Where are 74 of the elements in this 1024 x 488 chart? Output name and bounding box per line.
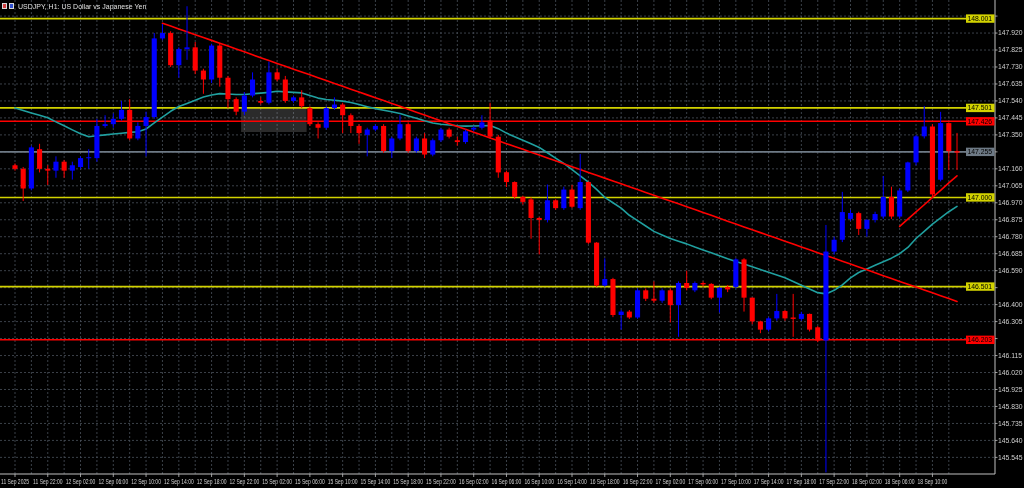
x-tick-label: 15 Sep 14:00 [360, 477, 391, 486]
candlestick [544, 184, 550, 223]
x-tick-label: 12 Sep 22:00 [229, 477, 260, 486]
candlestick [102, 114, 108, 129]
x-tick-label: 16 Sep 10:00 [524, 477, 555, 486]
candlestick [651, 280, 657, 304]
candlestick [536, 216, 542, 255]
x-tick-label: 18 Sep 06:00 [884, 477, 916, 486]
candlestick [20, 166, 26, 202]
candlestick [118, 100, 125, 122]
x-tick-label: 11 Sep 2025 [1, 477, 30, 486]
candlestick [774, 293, 780, 322]
x-tick-label: 17 Sep 18:00 [786, 477, 817, 486]
x-tick-label: 17 Sep 22:00 [819, 477, 850, 486]
candlestick [176, 46, 182, 79]
candlestick [12, 162, 18, 172]
x-tick-label: 15 Sep 10:00 [327, 477, 359, 486]
x-tick-label: 12 Sep 02:00 [65, 477, 96, 486]
candlestick [954, 132, 960, 171]
x-tick-label: 18 Sep 02:00 [852, 477, 883, 486]
candlestick [422, 132, 428, 159]
candlestick [389, 136, 395, 159]
x-tick-label: 17 Sep 06:00 [688, 477, 719, 486]
candlestick [364, 127, 370, 157]
candlestick [667, 288, 673, 323]
candlestick [184, 5, 190, 61]
candlestick [250, 71, 256, 98]
candlestick [200, 68, 206, 95]
candlestick [864, 218, 870, 238]
x-tick-label: 15 Sep 18:00 [393, 477, 424, 486]
x-tick-label: 17 Sep 14:00 [753, 477, 784, 486]
candlestick [569, 184, 575, 209]
candlestick [225, 75, 231, 109]
x-tick-label: 16 Sep 14:00 [557, 477, 588, 486]
candlestick [282, 75, 288, 104]
x-tick-label: 17 Sep 10:00 [720, 477, 752, 486]
candlestick [749, 296, 755, 325]
x-tick-label: 12 Sep 14:00 [163, 477, 195, 486]
candlestick [61, 159, 67, 179]
candlestick [86, 148, 92, 170]
x-tick-label: 17 Sep 02:00 [655, 477, 686, 486]
x-tick-label: 16 Sep 06:00 [491, 477, 522, 486]
candlestick [561, 186, 567, 211]
candlestick [684, 270, 690, 291]
candlestick [53, 155, 59, 179]
candlestick [602, 257, 608, 288]
candlestick [675, 280, 682, 338]
candlestick [528, 196, 534, 240]
candlestick [716, 286, 722, 313]
candlestick [880, 175, 886, 220]
candlestick [856, 211, 862, 236]
candlestick [397, 114, 403, 141]
x-tick-label: 12 Sep 06:00 [98, 477, 129, 486]
candlestick [143, 111, 149, 157]
candlestick [479, 114, 485, 131]
candlestick [45, 164, 51, 186]
x-tick-label: 16 Sep 18:00 [589, 477, 621, 486]
candlestick [241, 91, 247, 116]
x-tick-label: 15 Sep 02:00 [262, 477, 293, 486]
x-tick-label: 11 Sep 22:00 [33, 477, 63, 486]
candlestick [192, 41, 198, 75]
candlestick [888, 186, 895, 220]
candlestick [790, 293, 796, 338]
candlestick [921, 105, 927, 139]
x-tick-label: 15 Sep 06:00 [295, 477, 326, 486]
candlestick [37, 143, 43, 173]
x-tick-label: 16 Sep 22:00 [622, 477, 653, 486]
x-tick-label: 15 Sep 22:00 [426, 477, 457, 486]
candlestick [356, 123, 362, 145]
x-tick-label: 18 Sep 10:00 [917, 477, 948, 486]
candlestick [323, 105, 329, 131]
x-tick-label: 12 Sep 18:00 [196, 477, 227, 486]
x-tick-label: 12 Sep 10:00 [131, 477, 162, 486]
x-tick-label: 16 Sep 02:00 [458, 477, 490, 486]
